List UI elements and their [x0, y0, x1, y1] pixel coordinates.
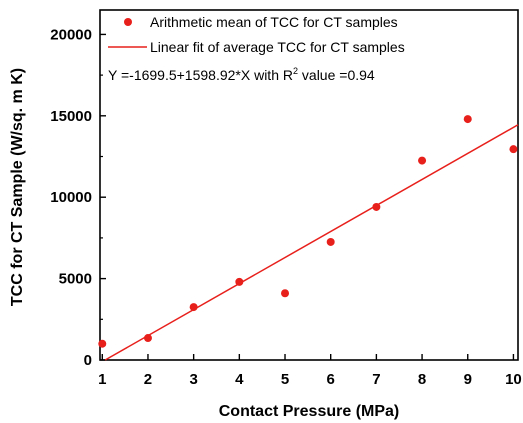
x-axis-title: Contact Pressure (MPa)	[219, 403, 400, 420]
y-tick-label: 5000	[59, 271, 92, 288]
data-point	[463, 115, 472, 124]
data-point	[372, 202, 381, 211]
x-tick-label: 3	[189, 371, 197, 388]
data-point	[235, 277, 244, 286]
x-tick-label: 2	[144, 371, 152, 388]
fit-line-layer	[104, 124, 519, 361]
legend-label-line: Linear fit of average TCC for CT samples	[150, 39, 405, 55]
legend-marker-scatter	[124, 18, 132, 26]
data-point	[326, 237, 335, 246]
x-tick-label: 9	[464, 371, 472, 388]
y-tick-label: 10000	[50, 189, 92, 206]
fit-equation-superscript: 2	[293, 66, 298, 76]
data-point	[281, 289, 290, 298]
x-tick-label: 6	[327, 371, 335, 388]
fit-equation-annotation: Y =-1699.5+1598.92*X with R2 value =0.94	[108, 66, 375, 83]
x-tick-label: 4	[235, 371, 244, 388]
y-axis-title: TCC for CT Sample (W/sq. m K)	[9, 68, 26, 306]
fit-equation-text: Y =-1699.5+1598.92*X with R	[108, 67, 293, 83]
legend-label-scatter: Arithmetic mean of TCC for CT samples	[150, 14, 398, 30]
y-axis-ticks	[100, 33, 106, 361]
data-points-layer	[98, 115, 518, 348]
fit-equation-suffix: value =0.94	[298, 67, 375, 83]
data-point	[509, 145, 518, 154]
legend: Arithmetic mean of TCC for CT samples Li…	[108, 14, 405, 55]
x-tick-label: 5	[281, 371, 289, 388]
data-point	[98, 339, 107, 348]
y-tick-label: 15000	[50, 108, 92, 125]
data-point	[189, 303, 198, 312]
x-axis-ticks	[101, 354, 515, 360]
y-tick-label: 20000	[50, 26, 92, 43]
x-axis-tick-labels: 1 2 3 4 5 6 7 8 9 10	[98, 371, 522, 388]
x-tick-label: 10	[505, 371, 522, 388]
data-point	[143, 334, 152, 343]
x-tick-label: 7	[372, 371, 380, 388]
y-tick-label: 0	[84, 352, 92, 369]
fit-line	[104, 124, 519, 361]
x-tick-label: 1	[98, 371, 106, 388]
plot-frame	[99, 9, 519, 361]
x-tick-label: 8	[418, 371, 426, 388]
data-point	[418, 156, 427, 165]
y-axis-tick-labels: 0 5000 10000 15000 20000	[50, 26, 92, 369]
